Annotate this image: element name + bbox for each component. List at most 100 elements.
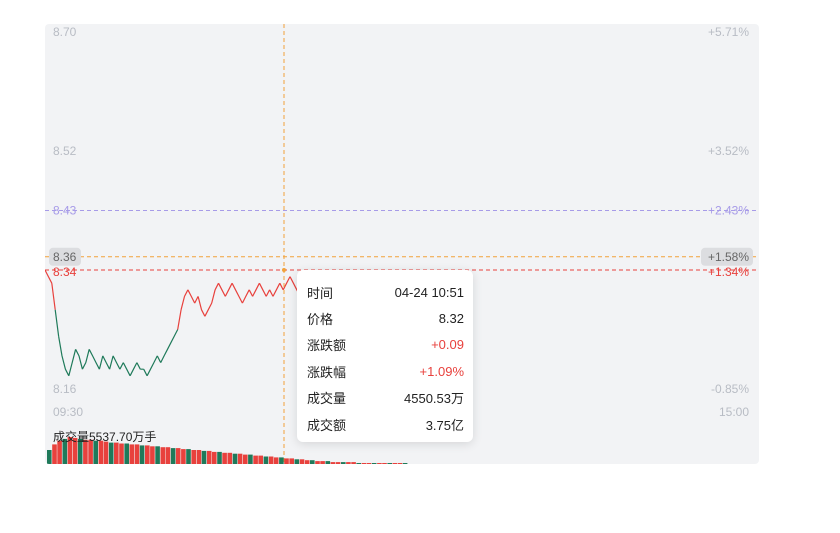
volume-bar: [310, 460, 315, 464]
tooltip-row-price: 价格 8.32: [307, 308, 464, 328]
volume-bar: [248, 454, 253, 464]
volume-bar: [67, 437, 73, 464]
volume-bar: [57, 440, 62, 464]
volume-bar: [392, 463, 398, 464]
crosshair-pct-badge: [701, 247, 753, 266]
volume-bar: [253, 455, 258, 464]
volume-bar: [284, 458, 289, 464]
volume-bar: [279, 457, 284, 464]
volume-bar: [108, 442, 114, 464]
volume-bar: [227, 452, 233, 464]
pct-tick-label: +2.43%: [708, 204, 749, 218]
pct-tick-label: +5.71%: [708, 25, 749, 39]
tooltip-value: 4550.53万: [404, 390, 464, 406]
volume-bar: [341, 462, 346, 464]
volume-bar: [232, 453, 238, 464]
volume-bar: [170, 448, 176, 464]
volume-bar: [361, 463, 367, 464]
tooltip-value: +1.09%: [419, 363, 464, 379]
volume-bar: [129, 444, 135, 464]
tooltip-key: 时间: [307, 285, 334, 301]
volume-bar: [52, 444, 57, 464]
volume-bar: [181, 449, 186, 464]
volume-bar: [366, 463, 372, 464]
tooltip-row-time: 时间 04-24 10:51: [307, 282, 464, 302]
volume-bar: [217, 451, 222, 464]
volume-bar: [155, 446, 160, 464]
crosshair-price-badge: [49, 247, 81, 266]
pct-tick-label: +1.58%: [708, 250, 749, 264]
volume-bar: [160, 447, 166, 464]
price-line-down: [54, 309, 179, 377]
volume-bar: [377, 463, 382, 464]
price-tick-label: 8.52: [53, 144, 77, 158]
volume-bar: [165, 447, 171, 464]
tooltip-row-change-pct: 涨跌幅 +1.09%: [307, 361, 464, 381]
x-end-label: 15:00: [719, 405, 749, 419]
volume-bar: [119, 443, 124, 464]
volume-bar: [47, 450, 52, 464]
tooltip-key: 成交额: [307, 417, 347, 433]
volume-bar: [289, 458, 294, 464]
volume-bar: [212, 451, 217, 464]
volume-bar: [356, 463, 361, 464]
volume-bar: [145, 445, 150, 464]
tooltip-value: +0.09: [431, 336, 464, 352]
volume-bar: [150, 446, 155, 464]
volume-bar: [382, 463, 387, 464]
volume-bar: [294, 459, 300, 464]
tooltip-key: 涨跌额: [307, 337, 347, 353]
price-tick-label: 8.36: [53, 250, 77, 264]
volume-bar: [335, 462, 341, 464]
volume-total-label: 成交量5537.70万手: [53, 430, 157, 444]
volume-bar: [243, 454, 248, 464]
tooltip-value: 8.32: [438, 310, 464, 326]
volume-bar: [196, 450, 202, 464]
volume-bar: [201, 450, 207, 464]
volume-bar: [103, 441, 109, 464]
volume-bar: [114, 442, 119, 464]
volume-bar: [320, 461, 325, 464]
volume-bar: [346, 462, 351, 464]
tooltip-row-amount: 成交额 3.75亿: [307, 414, 464, 434]
volume-bar: [124, 443, 129, 464]
tooltip-key: 成交量: [307, 390, 347, 406]
volume-bar: [325, 461, 331, 464]
volume-bar: [402, 463, 408, 464]
price-tick-label: 8.34: [53, 265, 77, 279]
tooltip-key: 价格: [307, 311, 334, 327]
tooltip-row-change: 涨跌额 +0.09: [307, 334, 464, 354]
tooltip-key: 涨跌幅: [307, 364, 347, 380]
volume-bar: [304, 460, 310, 464]
tooltip-row-volume: 成交量 4550.53万: [307, 387, 464, 407]
volume-bar: [387, 463, 392, 464]
volume-bar: [222, 452, 227, 464]
pct-tick-label: -0.85%: [711, 382, 749, 396]
volume-bar: [315, 461, 320, 464]
volume-bar: [88, 439, 93, 464]
volume-bar: [273, 457, 279, 464]
volume-bar: [263, 456, 269, 464]
tooltip-value: 04-24 10:51: [394, 284, 464, 300]
intraday-chart-svg: 8.70 +5.71% 8.52 +3.52% 8.43 +2.43% 8.36 +1.58%…: [45, 24, 759, 464]
price-tick-label: 8.16: [53, 382, 77, 396]
volume-bar: [191, 450, 196, 464]
crosshair-point: [282, 268, 286, 272]
volume-bar: [397, 463, 403, 464]
volume-bar: [134, 444, 140, 464]
volume-bar: [206, 450, 212, 464]
volume-bar: [77, 438, 83, 464]
volume-bar: [72, 437, 78, 464]
price-tick-label: 8.43: [53, 204, 77, 218]
volume-bar: [186, 449, 191, 464]
pct-tick-label: +3.52%: [708, 144, 749, 158]
crosshair-tooltip: 时间 04-24 10:51 价格 8.32 涨跌额 +0.09 涨跌幅 +1.…: [297, 270, 473, 442]
volume-bar: [299, 459, 305, 464]
price-tick-label: 8.70: [53, 25, 77, 39]
volume-bar: [98, 440, 104, 464]
volume-bar: [258, 455, 263, 464]
volume-bar: [175, 448, 181, 464]
volume-bar: [139, 445, 145, 464]
volume-bar: [268, 456, 274, 464]
x-start-label: 09:30: [53, 405, 83, 419]
